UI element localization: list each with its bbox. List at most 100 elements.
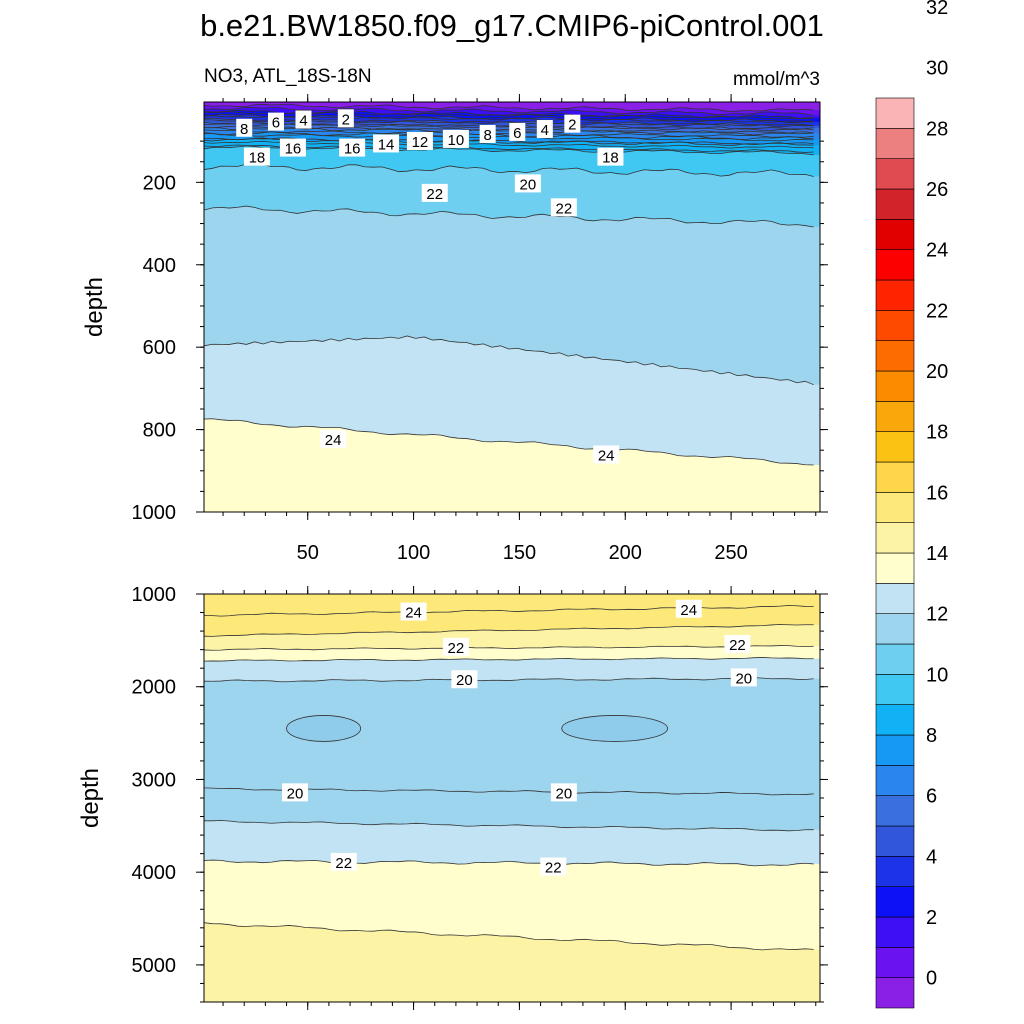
contour-line bbox=[203, 205, 814, 228]
colorbar-swatch bbox=[875, 522, 915, 554]
contour-label-bg bbox=[597, 147, 624, 166]
colorbar-swatch bbox=[875, 674, 915, 705]
contour-line bbox=[203, 162, 814, 177]
contour-label: 22 bbox=[550, 198, 577, 217]
colorbar-swatch bbox=[875, 249, 915, 281]
contour-label: 4 bbox=[536, 120, 553, 139]
contour-line bbox=[203, 103, 814, 112]
contour-label-text: 16 bbox=[344, 141, 361, 158]
contour-line bbox=[203, 657, 814, 662]
contour-label-bg bbox=[550, 783, 577, 802]
colorbar-swatch bbox=[875, 492, 915, 523]
contour-label: 2 bbox=[337, 109, 354, 128]
colorbar-swatch bbox=[875, 431, 915, 463]
colorbar-swatch bbox=[875, 158, 915, 190]
y-tick-label: 5000 bbox=[132, 955, 177, 977]
colorbar-swatch bbox=[875, 825, 915, 857]
contour-label: 22 bbox=[421, 183, 448, 203]
colorbar-swatch bbox=[875, 947, 915, 978]
contour-label: 20 bbox=[730, 668, 757, 687]
chart-title: b.e21.BW1850.f09_g17.CMIP6-piControl.001 bbox=[200, 8, 824, 43]
contour-label-text: 24 bbox=[598, 448, 615, 465]
y-tick-label: 600 bbox=[143, 337, 176, 359]
upper-axes: 50 100 150 200 250 200 400 600 800 1000 bbox=[132, 94, 828, 564]
contour-label: 24 bbox=[593, 445, 620, 465]
contour-label: 20 bbox=[550, 783, 577, 802]
contour-label-text: 20 bbox=[520, 176, 537, 193]
contour-label-bg bbox=[421, 183, 448, 202]
contour-line bbox=[203, 106, 814, 116]
contour-line bbox=[203, 335, 814, 386]
contour-label: 4 bbox=[295, 110, 312, 130]
contour-label-bg bbox=[337, 109, 354, 128]
colorbar-swatch bbox=[875, 310, 915, 341]
contour-label-text: 2 bbox=[342, 111, 350, 128]
contour-label: 18 bbox=[597, 147, 624, 167]
contour-label-bg bbox=[267, 112, 284, 131]
contour-closed-region bbox=[286, 715, 362, 742]
colorbar-swatch bbox=[875, 340, 915, 372]
contour-line bbox=[203, 645, 814, 651]
x-tick-label: 100 bbox=[397, 542, 430, 564]
contour-line bbox=[203, 125, 814, 135]
contour-label-bg bbox=[593, 445, 620, 464]
panel-subtitle: NO3, ATL_18S-18N bbox=[204, 66, 372, 87]
colorbar-tick-label: 2 bbox=[926, 907, 937, 929]
colorbar-tick-label: 4 bbox=[926, 846, 937, 868]
contour-label-bg bbox=[295, 110, 312, 129]
contour-label-text: 6 bbox=[272, 115, 280, 132]
contour-label-bg bbox=[282, 783, 309, 802]
contour-label-text: 20 bbox=[735, 670, 752, 687]
contour-label-bg bbox=[236, 118, 253, 137]
colorbar-swatch bbox=[875, 188, 915, 220]
contour-label: 22 bbox=[724, 635, 751, 654]
contour-line bbox=[203, 133, 814, 142]
contour-label-bg bbox=[320, 429, 347, 448]
contour-line bbox=[203, 922, 814, 951]
x-tick-label: 250 bbox=[714, 542, 747, 564]
colorbar-swatch bbox=[875, 856, 915, 887]
y-tick-label: 1000 bbox=[132, 584, 177, 606]
contour-label: 8 bbox=[479, 124, 496, 144]
contour-label-text: 6 bbox=[513, 125, 521, 142]
contour-label-text: 22 bbox=[556, 200, 573, 217]
contour-line bbox=[203, 677, 814, 683]
upper-contour-fills bbox=[204, 102, 820, 513]
contour-label-bg bbox=[509, 122, 526, 141]
contour-label-text: 4 bbox=[541, 122, 549, 139]
y-tick-label: 2000 bbox=[132, 677, 177, 699]
contour-label-text: 20 bbox=[456, 672, 473, 689]
contour-label-text: 24 bbox=[325, 432, 342, 449]
contour-label-bg bbox=[675, 599, 702, 618]
contour-label-bg bbox=[536, 120, 553, 139]
contour-label: 8 bbox=[236, 118, 253, 138]
colorbar-tick-label: 24 bbox=[926, 240, 948, 262]
contour-label-bg bbox=[550, 198, 577, 217]
contour-label: 24 bbox=[320, 429, 347, 449]
colorbar-tick-label: 14 bbox=[926, 543, 948, 565]
contour-label-text: 2 bbox=[568, 117, 576, 134]
colorbar-swatch bbox=[875, 613, 915, 645]
colorbar-swatch bbox=[875, 886, 915, 918]
contour-label-text: 12 bbox=[412, 134, 429, 151]
y-tick-label: 200 bbox=[143, 172, 176, 194]
contour-label-text: 14 bbox=[378, 136, 395, 153]
contour-label-bg bbox=[564, 114, 581, 133]
contour-label: 22 bbox=[540, 857, 567, 877]
contour-label-text: 20 bbox=[556, 785, 573, 802]
contour-label-text: 22 bbox=[729, 637, 746, 654]
y-tick-label: 1000 bbox=[132, 502, 177, 524]
colorbar-swatch bbox=[875, 765, 915, 796]
contour-label: 22 bbox=[330, 852, 357, 872]
contour-band bbox=[204, 418, 820, 512]
colorbar-tick-label: 10 bbox=[926, 664, 948, 686]
contour-label-text: 24 bbox=[680, 602, 697, 619]
colorbar-swatch bbox=[875, 977, 915, 1009]
contour-label: 20 bbox=[514, 174, 541, 193]
lower-axes: 1000 2000 3000 4000 5000 bbox=[132, 584, 828, 1010]
colorbar: 0246810121416182022242628303234363840424… bbox=[875, 0, 948, 1009]
upper-y-axis-label: depth bbox=[81, 277, 108, 337]
contour-line bbox=[203, 129, 814, 138]
contour-label-bg bbox=[279, 138, 306, 157]
